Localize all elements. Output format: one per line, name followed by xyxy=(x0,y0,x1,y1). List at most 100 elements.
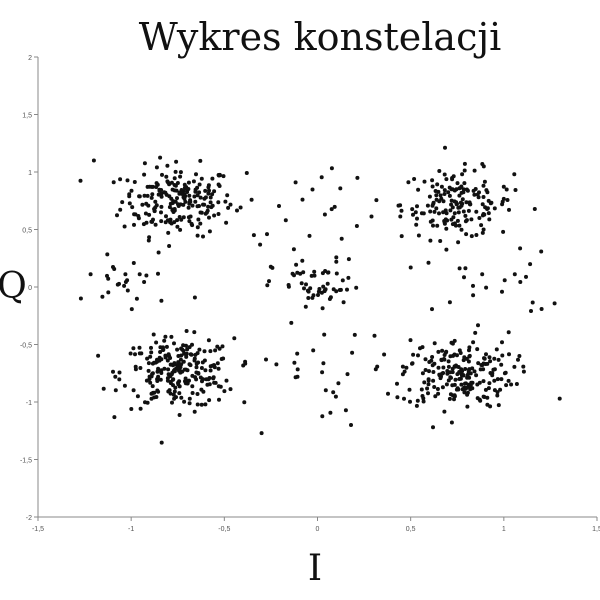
data-point xyxy=(197,190,202,195)
data-point xyxy=(464,200,469,205)
data-point xyxy=(133,352,137,357)
data-point xyxy=(432,341,437,346)
data-point xyxy=(442,192,447,196)
data-point xyxy=(175,347,180,352)
data-point xyxy=(179,188,184,192)
data-point xyxy=(170,400,174,405)
data-point xyxy=(156,271,160,276)
data-point xyxy=(461,190,466,195)
data-point xyxy=(485,361,490,366)
data-point xyxy=(502,278,507,283)
data-point xyxy=(473,187,478,191)
data-point xyxy=(190,203,195,208)
data-point xyxy=(420,345,425,350)
data-point xyxy=(176,202,180,207)
data-point xyxy=(338,186,343,191)
data-point xyxy=(476,361,481,366)
data-point xyxy=(251,233,256,238)
data-point xyxy=(346,275,351,280)
data-point xyxy=(127,201,132,206)
data-point xyxy=(320,306,325,311)
data-point xyxy=(146,368,151,373)
data-point xyxy=(131,346,136,351)
data-point xyxy=(468,387,473,392)
data-point xyxy=(195,402,200,407)
data-point xyxy=(483,387,488,392)
data-point xyxy=(512,364,517,369)
data-point xyxy=(187,219,192,224)
data-point xyxy=(530,300,535,305)
data-point xyxy=(199,402,204,407)
data-point xyxy=(135,394,140,399)
data-point xyxy=(286,283,291,287)
data-point xyxy=(199,366,204,370)
y-tick-label: -2 xyxy=(26,515,32,522)
data-point xyxy=(436,349,441,354)
data-point xyxy=(447,396,452,401)
data-point xyxy=(444,211,449,216)
data-point xyxy=(421,399,426,404)
data-point xyxy=(181,195,186,200)
data-point xyxy=(415,216,419,221)
data-point xyxy=(374,198,379,203)
data-point xyxy=(399,234,404,239)
data-point xyxy=(164,174,169,179)
data-point xyxy=(181,343,186,348)
data-point xyxy=(138,366,143,370)
data-point xyxy=(195,225,200,230)
data-point xyxy=(443,217,448,222)
data-point xyxy=(207,188,211,193)
data-point xyxy=(131,388,136,393)
data-point xyxy=(187,396,192,401)
data-point xyxy=(310,187,315,192)
data-point xyxy=(451,174,456,179)
data-point xyxy=(425,386,430,391)
data-point xyxy=(428,219,433,224)
data-point xyxy=(462,390,467,395)
data-point xyxy=(421,396,426,401)
data-point xyxy=(172,361,177,366)
data-point xyxy=(267,279,271,284)
data-point xyxy=(382,352,387,357)
data-point xyxy=(203,402,208,407)
data-point xyxy=(431,370,436,374)
data-point xyxy=(506,378,511,383)
data-point xyxy=(425,203,430,208)
data-point xyxy=(180,347,185,352)
data-point xyxy=(156,250,161,255)
data-point xyxy=(306,296,311,300)
data-point xyxy=(407,387,412,392)
data-point xyxy=(411,352,416,357)
data-point xyxy=(195,392,200,396)
data-point xyxy=(201,234,205,239)
data-point xyxy=(208,349,213,354)
data-point xyxy=(183,376,188,381)
data-point xyxy=(450,383,455,388)
data-point xyxy=(386,391,390,396)
data-point xyxy=(476,323,480,328)
data-point xyxy=(292,273,296,278)
data-point xyxy=(430,184,435,189)
chart-title: Wykres konstelacji xyxy=(139,15,502,59)
data-point xyxy=(199,176,204,181)
data-point xyxy=(181,215,186,220)
data-point xyxy=(150,372,155,377)
data-point xyxy=(117,281,121,286)
data-point xyxy=(466,208,471,213)
data-point xyxy=(329,166,334,171)
x-tick-label: -1,5 xyxy=(32,526,44,533)
data-point xyxy=(120,200,125,205)
data-point xyxy=(183,199,188,204)
data-point xyxy=(159,188,164,192)
data-point xyxy=(178,362,183,367)
data-point xyxy=(167,244,172,248)
data-point xyxy=(431,223,435,228)
data-point xyxy=(265,232,269,237)
data-point xyxy=(194,361,199,366)
x-tick-label: 1,5 xyxy=(592,526,600,533)
data-point xyxy=(500,353,505,358)
data-point xyxy=(400,372,405,377)
data-point xyxy=(152,207,157,211)
data-point xyxy=(436,391,441,396)
data-point xyxy=(175,224,180,229)
